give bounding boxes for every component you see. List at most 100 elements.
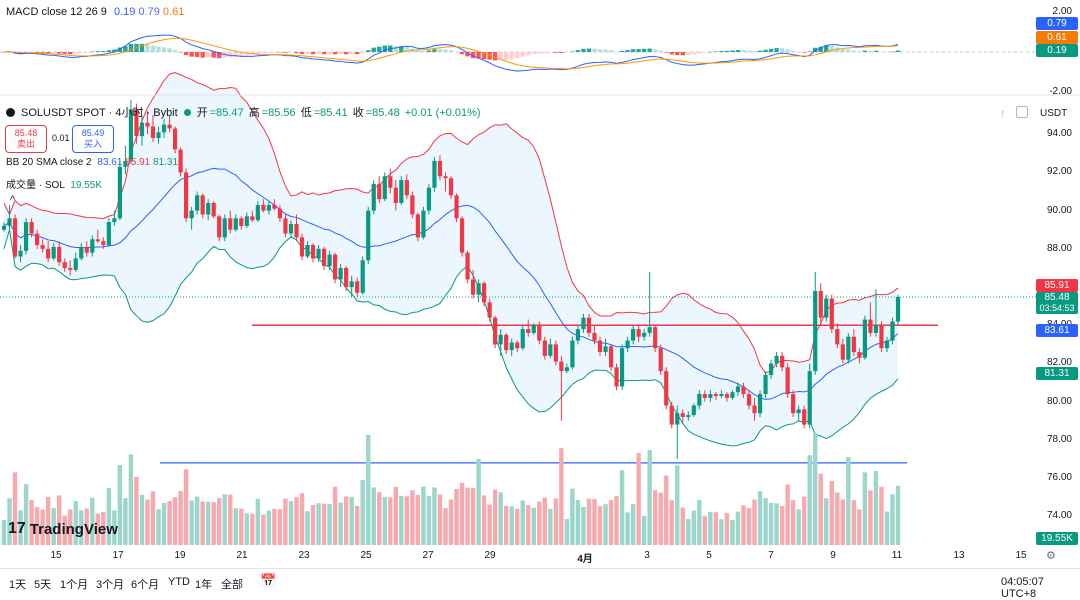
candle-body bbox=[454, 195, 459, 219]
macd-histogram-bar bbox=[239, 52, 244, 57]
volume-bar bbox=[277, 509, 283, 545]
volume-bar bbox=[305, 511, 310, 545]
macd-histogram-bar bbox=[647, 48, 652, 52]
macd-histogram-bar bbox=[492, 52, 498, 61]
screenshot-icon[interactable] bbox=[1016, 106, 1028, 118]
time-tick: 15 bbox=[1015, 550, 1027, 561]
candle-body bbox=[283, 218, 288, 234]
volume-bar bbox=[228, 494, 233, 545]
macd-histogram-bar bbox=[708, 51, 713, 53]
candle-body bbox=[768, 363, 774, 375]
volume-bar bbox=[18, 510, 23, 545]
symbol-title[interactable]: SOLUSDT SPOT · 4小时 · Bybit bbox=[21, 107, 178, 119]
candle-body bbox=[553, 344, 558, 362]
macd-axis-bottom: -2.00 bbox=[1049, 86, 1072, 97]
candle-body bbox=[79, 246, 84, 259]
macd-histogram-bar bbox=[316, 52, 321, 54]
volume-bar bbox=[697, 500, 702, 545]
bb-legend: BB 20 SMA close 2 83.61 85.91 81.31 bbox=[6, 157, 179, 168]
volume-bar bbox=[421, 486, 426, 545]
price-tick: 82.00 bbox=[1046, 357, 1072, 369]
volume-bar bbox=[774, 503, 779, 545]
range-button[interactable]: 1个月 bbox=[60, 579, 89, 591]
candle-body bbox=[316, 248, 321, 259]
candle-body bbox=[305, 245, 310, 257]
volume-bar bbox=[459, 482, 465, 545]
range-button[interactable]: 3个月 bbox=[96, 579, 125, 591]
bollinger-band-fill bbox=[4, 72, 898, 446]
volume-bar bbox=[531, 507, 536, 545]
macd-histogram-bar bbox=[735, 50, 741, 52]
volume-bar bbox=[570, 488, 575, 545]
candle-body bbox=[752, 405, 757, 414]
volume-bar bbox=[299, 493, 305, 545]
sell-button[interactable]: 85.48 卖出 bbox=[5, 125, 47, 153]
volume-bar bbox=[448, 499, 454, 545]
collapse-chevron-icon[interactable]: ^ bbox=[10, 194, 16, 206]
volume-bar bbox=[366, 435, 371, 545]
candle-body bbox=[432, 160, 437, 188]
macd-histogram-bar bbox=[51, 52, 56, 54]
macd-histogram-bar bbox=[117, 47, 123, 52]
clock-time[interactable]: 04:05:07 UTC+8 bbox=[1001, 576, 1044, 600]
macd-histogram-bar bbox=[277, 52, 283, 53]
macd-histogram-bar bbox=[90, 51, 95, 53]
volume-bar bbox=[824, 498, 829, 545]
candle-body bbox=[802, 409, 807, 425]
arrow-up-icon[interactable]: ↑ bbox=[1000, 108, 1006, 120]
macd-histogram-bar bbox=[139, 43, 145, 52]
candle-body bbox=[724, 394, 730, 398]
price-chart[interactable] bbox=[0, 0, 1080, 568]
volume-bar bbox=[652, 490, 658, 545]
gear-icon[interactable]: ⚙ bbox=[1046, 550, 1056, 562]
candle-body bbox=[520, 329, 525, 349]
macd-histogram-bar bbox=[619, 50, 625, 52]
range-button[interactable]: 6个月 bbox=[131, 579, 160, 591]
time-tick: 17 bbox=[112, 550, 124, 561]
candle-body bbox=[470, 279, 476, 295]
macd-histogram-bar bbox=[459, 52, 465, 55]
candle-body bbox=[559, 361, 564, 372]
candle-body bbox=[239, 218, 244, 226]
macd-histogram-bar bbox=[465, 52, 470, 57]
currency-label[interactable]: USDT bbox=[1040, 108, 1068, 119]
volume-bar bbox=[553, 498, 559, 545]
range-button[interactable]: 1天 bbox=[9, 579, 27, 591]
macd-histogram-bar bbox=[575, 50, 581, 52]
volume-bar bbox=[360, 480, 365, 545]
volume-bar bbox=[172, 497, 178, 545]
macd-histogram-bar bbox=[399, 46, 404, 52]
candle-body bbox=[117, 166, 122, 219]
volume-bar bbox=[261, 514, 266, 545]
candle-body bbox=[702, 394, 707, 398]
candle-body bbox=[217, 216, 222, 238]
volume-bar bbox=[90, 497, 95, 545]
range-button[interactable]: 1年 bbox=[195, 579, 213, 591]
volume-bar bbox=[217, 498, 222, 545]
macd-histogram-bar bbox=[145, 44, 150, 52]
macd-histogram-bar bbox=[746, 50, 752, 52]
macd-histogram-bar bbox=[548, 52, 553, 53]
volume-bar bbox=[454, 489, 459, 545]
candle-body bbox=[145, 122, 150, 127]
volume-bar bbox=[790, 500, 796, 545]
macd-histogram-bar bbox=[570, 51, 575, 52]
time-tick: 25 bbox=[360, 550, 372, 561]
macd-histogram-bar bbox=[675, 52, 680, 56]
buy-button[interactable]: 85.49 买入 bbox=[72, 125, 114, 153]
volume-bar bbox=[128, 454, 134, 545]
calendar-icon[interactable]: 📅 bbox=[260, 573, 277, 588]
volume-bar bbox=[647, 450, 652, 545]
macd-histogram-bar bbox=[189, 52, 194, 57]
range-button[interactable]: YTD bbox=[168, 576, 190, 588]
macd-histogram-bar bbox=[283, 52, 288, 53]
macd-histogram-bar bbox=[421, 50, 426, 52]
candle-body bbox=[393, 187, 398, 203]
candle-body bbox=[862, 319, 867, 358]
range-button[interactable]: 5天 bbox=[34, 579, 52, 591]
time-tick: 19 bbox=[174, 550, 186, 561]
range-button[interactable]: 全部 bbox=[221, 579, 243, 591]
time-tick: 9 bbox=[830, 550, 836, 561]
candle-body bbox=[426, 187, 432, 211]
candle-body bbox=[156, 132, 161, 139]
